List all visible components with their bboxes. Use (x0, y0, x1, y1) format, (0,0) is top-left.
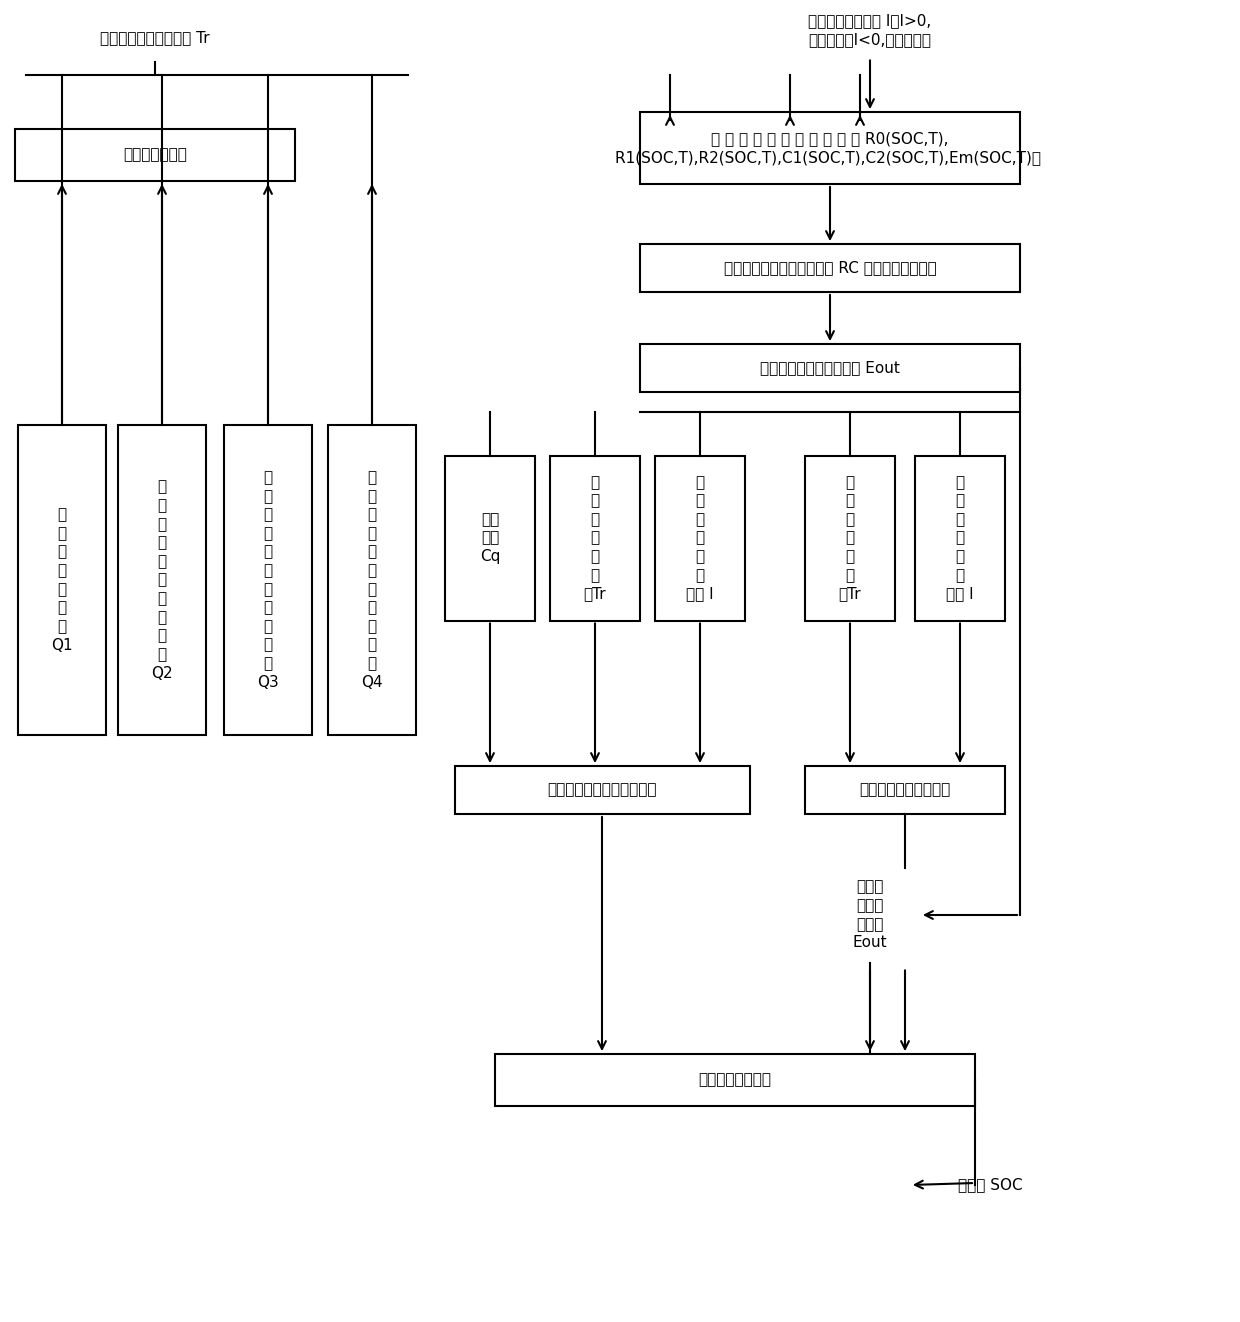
Bar (551, 456, 640, 620)
Text: 锂电池充放电电流 I（I>0,
表示充电；I<0,表示放电）: 锂电池充放电电流 I（I>0, 表示充电；I<0,表示放电） (808, 13, 931, 46)
Bar (329, 424, 415, 735)
Bar (224, 424, 312, 735)
Bar (805, 765, 1004, 814)
Bar (655, 456, 745, 620)
Bar (118, 424, 206, 735)
Text: 等效电路模型测量函数: 等效电路模型测量函数 (859, 783, 951, 797)
Text: 锂
电
池
内
部
产
热
Q1: 锂 电 池 内 部 产 热 Q1 (51, 508, 73, 653)
Text: 锂电池 SOC: 锂电池 SOC (957, 1178, 1022, 1192)
Text: 锂
电
池
充
放
电
电流 I: 锂 电 池 充 放 电 电流 I (946, 475, 973, 602)
Bar (495, 1054, 975, 1107)
Bar (640, 112, 1021, 184)
Bar (640, 245, 1021, 292)
Text: 得到锂电池测量输出电压 Eout: 得到锂电池测量输出电压 Eout (760, 361, 900, 375)
Text: 锂
电
池
内
部
温
度Tr: 锂 电 池 内 部 温 度Tr (838, 475, 862, 602)
Bar (445, 456, 534, 620)
Text: 将上述参数输入锂电池二阶 RC 网络等效电路模型: 将上述参数输入锂电池二阶 RC 网络等效电路模型 (724, 260, 936, 275)
Text: 额定
容量
Cq: 额定 容量 Cq (480, 512, 500, 564)
Bar (640, 344, 1021, 393)
Text: 锂
电
池
与
锂
电
池
传
导
传
热
Q3: 锂 电 池 与 锂 电 池 传 导 传 热 Q3 (257, 471, 279, 690)
Text: 锂电池
测量输
出电压
Eout: 锂电池 测量输 出电压 Eout (853, 879, 888, 951)
Text: 更 新 等 效 电 路 模 型 参 数 （ R0(SOC,T),
R1(SOC,T),R2(SOC,T),C1(SOC,T),C2(SOC,T),Em(SOC,: 更 新 等 效 电 路 模 型 参 数 （ R0(SOC,T), R1(SOC,… (615, 131, 1045, 165)
Text: 锂
电
池
充
放
电
电流 I: 锂 电 池 充 放 电 电流 I (686, 475, 714, 602)
Bar (805, 456, 895, 620)
Text: 等效电路模型状态传递函数: 等效电路模型状态传递函数 (547, 783, 657, 797)
Text: 锂
电
池
与
空
气
对
流
传
热
Q2: 锂 电 池 与 空 气 对 流 传 热 Q2 (151, 480, 172, 681)
Bar (15, 130, 295, 181)
Text: 锂
电
池
与
锂
电
池
对
流
传
热
Q4: 锂 电 池 与 锂 电 池 对 流 传 热 Q4 (361, 471, 383, 690)
Text: 锂
电
池
内
部
温
度Tr: 锂 电 池 内 部 温 度Tr (584, 475, 606, 602)
Text: 无迹卡尔曼滤波器: 无迹卡尔曼滤波器 (698, 1072, 771, 1088)
Bar (455, 765, 749, 814)
Bar (915, 456, 1004, 620)
Text: 锂电池温度模型: 锂电池温度模型 (123, 148, 187, 163)
Text: 各单体锂电池内部温度 Tr: 各单体锂电池内部温度 Tr (100, 30, 210, 45)
Bar (19, 424, 105, 735)
